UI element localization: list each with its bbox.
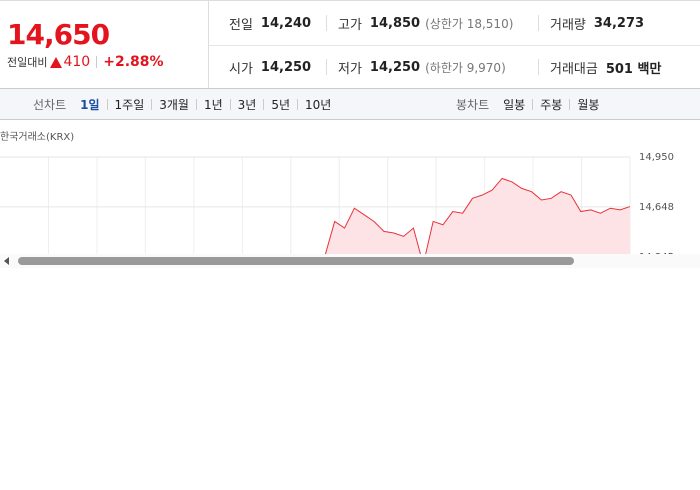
stat-label: 거래대금 xyxy=(550,61,598,77)
stat-sub: (하한가 9,970) xyxy=(425,60,506,75)
stat: 저가 14,250 (하한가 9,970) xyxy=(338,45,506,89)
tab-group-label: 봉차트 xyxy=(456,97,490,112)
y-tick-label: 14,648 xyxy=(639,202,674,213)
stat: 시가 14,250 xyxy=(229,45,311,89)
tab-separator xyxy=(569,98,571,110)
stat-label: 고가 xyxy=(338,17,362,33)
tab-separator xyxy=(532,98,534,110)
stat-value: 34,273 xyxy=(593,15,645,31)
period-tab[interactable]: 일봉 xyxy=(503,97,526,112)
price: 14,650 xyxy=(7,18,110,51)
line-chart-tabs: 선차트 1일 1주일 3개월 1년 3년 5년 10년 xyxy=(33,89,331,119)
col-divider xyxy=(538,15,539,31)
stat-value: 501 백만 xyxy=(605,61,662,77)
tab-separator xyxy=(229,98,231,110)
stat-label: 시가 xyxy=(229,61,253,77)
stat-label: 저가 xyxy=(338,61,362,77)
source-label: 한국거래소(KRX) xyxy=(0,131,74,143)
stat-value: 14,850 xyxy=(369,15,421,31)
stat: 고가 14,850 (상한가 18,510) xyxy=(338,1,513,45)
separator xyxy=(96,56,98,68)
stat: 거래량 34,273 xyxy=(550,1,644,45)
quote-panel: 14,650 전일대비 410 +2.88% 전일 14,240 고가 14,850 (… xyxy=(0,0,700,88)
scrollbar[interactable] xyxy=(0,254,700,268)
change: 410 xyxy=(63,54,91,70)
period-tab[interactable]: 1일 xyxy=(80,97,100,112)
col-divider xyxy=(326,59,327,75)
row-divider xyxy=(209,45,700,46)
change-pct: +2.88% xyxy=(103,54,164,70)
col-divider xyxy=(326,15,327,31)
period-tab[interactable]: 5년 xyxy=(271,97,291,112)
stat-label: 거래량 xyxy=(550,17,586,33)
stat-sub: (상한가 18,510) xyxy=(425,16,514,31)
y-tick-label: 14,345 xyxy=(639,252,674,254)
tab-separator xyxy=(151,98,153,110)
period-tab[interactable]: 3년 xyxy=(237,97,257,112)
period-tab[interactable]: 3개월 xyxy=(159,97,189,112)
scroll-left[interactable] xyxy=(4,257,9,265)
period-tab[interactable]: 주봉 xyxy=(540,97,563,112)
y-tick-label: 14,950 xyxy=(639,152,674,163)
change-line: 전일대비 410 +2.88% xyxy=(7,54,164,70)
change-label: 전일대비 xyxy=(7,56,48,69)
tab-separator xyxy=(195,98,197,110)
tab-separator xyxy=(297,98,299,110)
stat-label: 전일 xyxy=(229,17,253,33)
tab-separator xyxy=(106,98,108,110)
stat-value: 14,250 xyxy=(260,59,312,75)
stats-row: 시가 14,250 저가 14,250 (하한가 9,970) 거래대금 501 백만 xyxy=(209,45,700,89)
period-tab[interactable]: 월봉 xyxy=(577,97,600,112)
col-divider xyxy=(538,59,539,75)
period-tab[interactable]: 10년 xyxy=(305,97,332,112)
price-line xyxy=(324,177,631,254)
tab-group-label: 선차트 xyxy=(33,97,67,112)
chart: 한국거래소(KRX) 14,950 14,648 14,345 xyxy=(0,131,674,254)
period-tab[interactable]: 1주일 xyxy=(114,97,145,112)
price-box: 14,650 전일대비 410 +2.88% xyxy=(0,1,209,88)
stat-value: 14,250 xyxy=(369,59,421,75)
candle-chart-tabs: 봉차트 일봉 주봉 월봉 xyxy=(456,89,599,119)
chart-toolbar: 선차트 1일 1주일 3개월 1년 3년 5년 10년 봉차트 일봉 주봉 월봉 xyxy=(0,88,700,120)
stat-value: 14,240 xyxy=(260,15,312,31)
area-fill xyxy=(325,178,630,254)
stats-row: 전일 14,240 고가 14,850 (상한가 18,510) 거래량 34,273 xyxy=(209,1,700,45)
up-icon xyxy=(50,56,63,68)
tab-separator xyxy=(263,98,265,110)
period-tab[interactable]: 1년 xyxy=(203,97,223,112)
scroll-thumb[interactable] xyxy=(18,257,574,265)
stat: 전일 14,240 xyxy=(229,1,311,45)
stat: 거래대금 501 백만 xyxy=(550,45,661,89)
